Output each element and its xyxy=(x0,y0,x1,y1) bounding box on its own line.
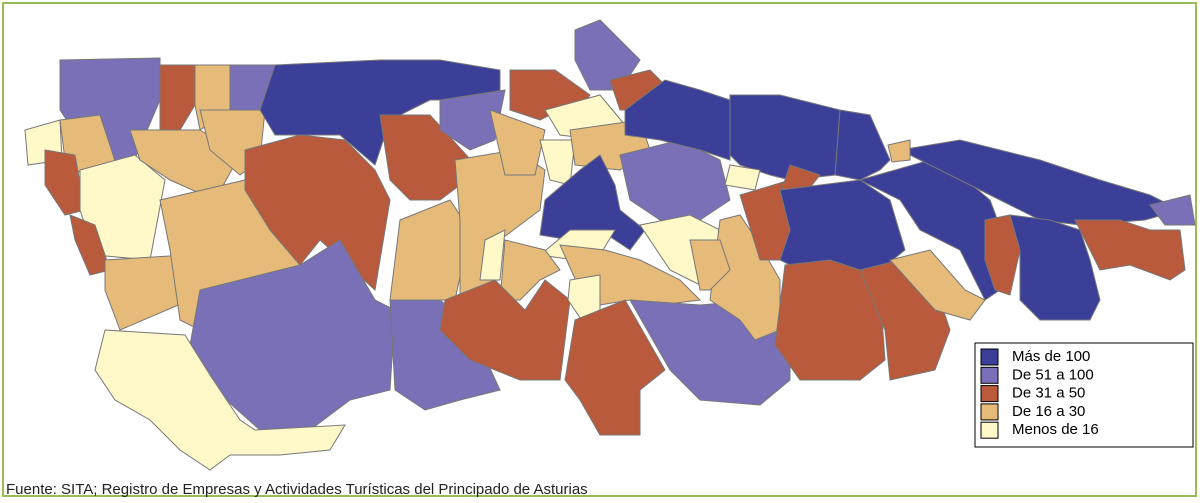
municipality xyxy=(479,229,506,281)
municipality xyxy=(834,109,891,181)
legend-swatch xyxy=(980,366,999,384)
legend-swatch xyxy=(980,385,999,403)
municipality xyxy=(94,329,346,471)
legend-swatch xyxy=(980,403,999,421)
municipality xyxy=(439,89,506,151)
source: Fuente: SITA; Registro de Empresas y Act… xyxy=(6,481,588,498)
municipality xyxy=(564,299,666,436)
legend-box xyxy=(974,342,1194,448)
municipality xyxy=(439,279,571,381)
legend-label: Más de 100 xyxy=(1012,348,1090,365)
municipality xyxy=(1074,219,1186,281)
municipality xyxy=(774,259,886,381)
municipality xyxy=(689,239,731,291)
municipality xyxy=(489,109,546,176)
municipality xyxy=(159,64,196,131)
legend-swatch xyxy=(980,421,999,439)
municipality xyxy=(729,94,846,181)
municipality xyxy=(1149,194,1196,226)
frame xyxy=(2,2,1197,497)
municipality xyxy=(887,139,911,163)
municipality xyxy=(69,214,111,276)
municipality xyxy=(379,114,481,201)
legend-label: De 31 a 50 xyxy=(1012,385,1085,402)
municipality xyxy=(724,164,761,191)
municipality xyxy=(1009,214,1101,321)
regions xyxy=(24,19,1196,471)
legend-label: Menos de 16 xyxy=(1012,421,1099,438)
municipality xyxy=(624,79,731,161)
municipality xyxy=(389,199,471,301)
legend-label: De 16 a 30 xyxy=(1012,403,1085,420)
municipality xyxy=(889,249,986,321)
municipality xyxy=(259,59,501,166)
legend-swatch xyxy=(980,348,999,366)
municipality xyxy=(244,134,391,291)
municipality xyxy=(44,149,86,216)
legend-label: De 51 a 100 xyxy=(1012,366,1094,383)
